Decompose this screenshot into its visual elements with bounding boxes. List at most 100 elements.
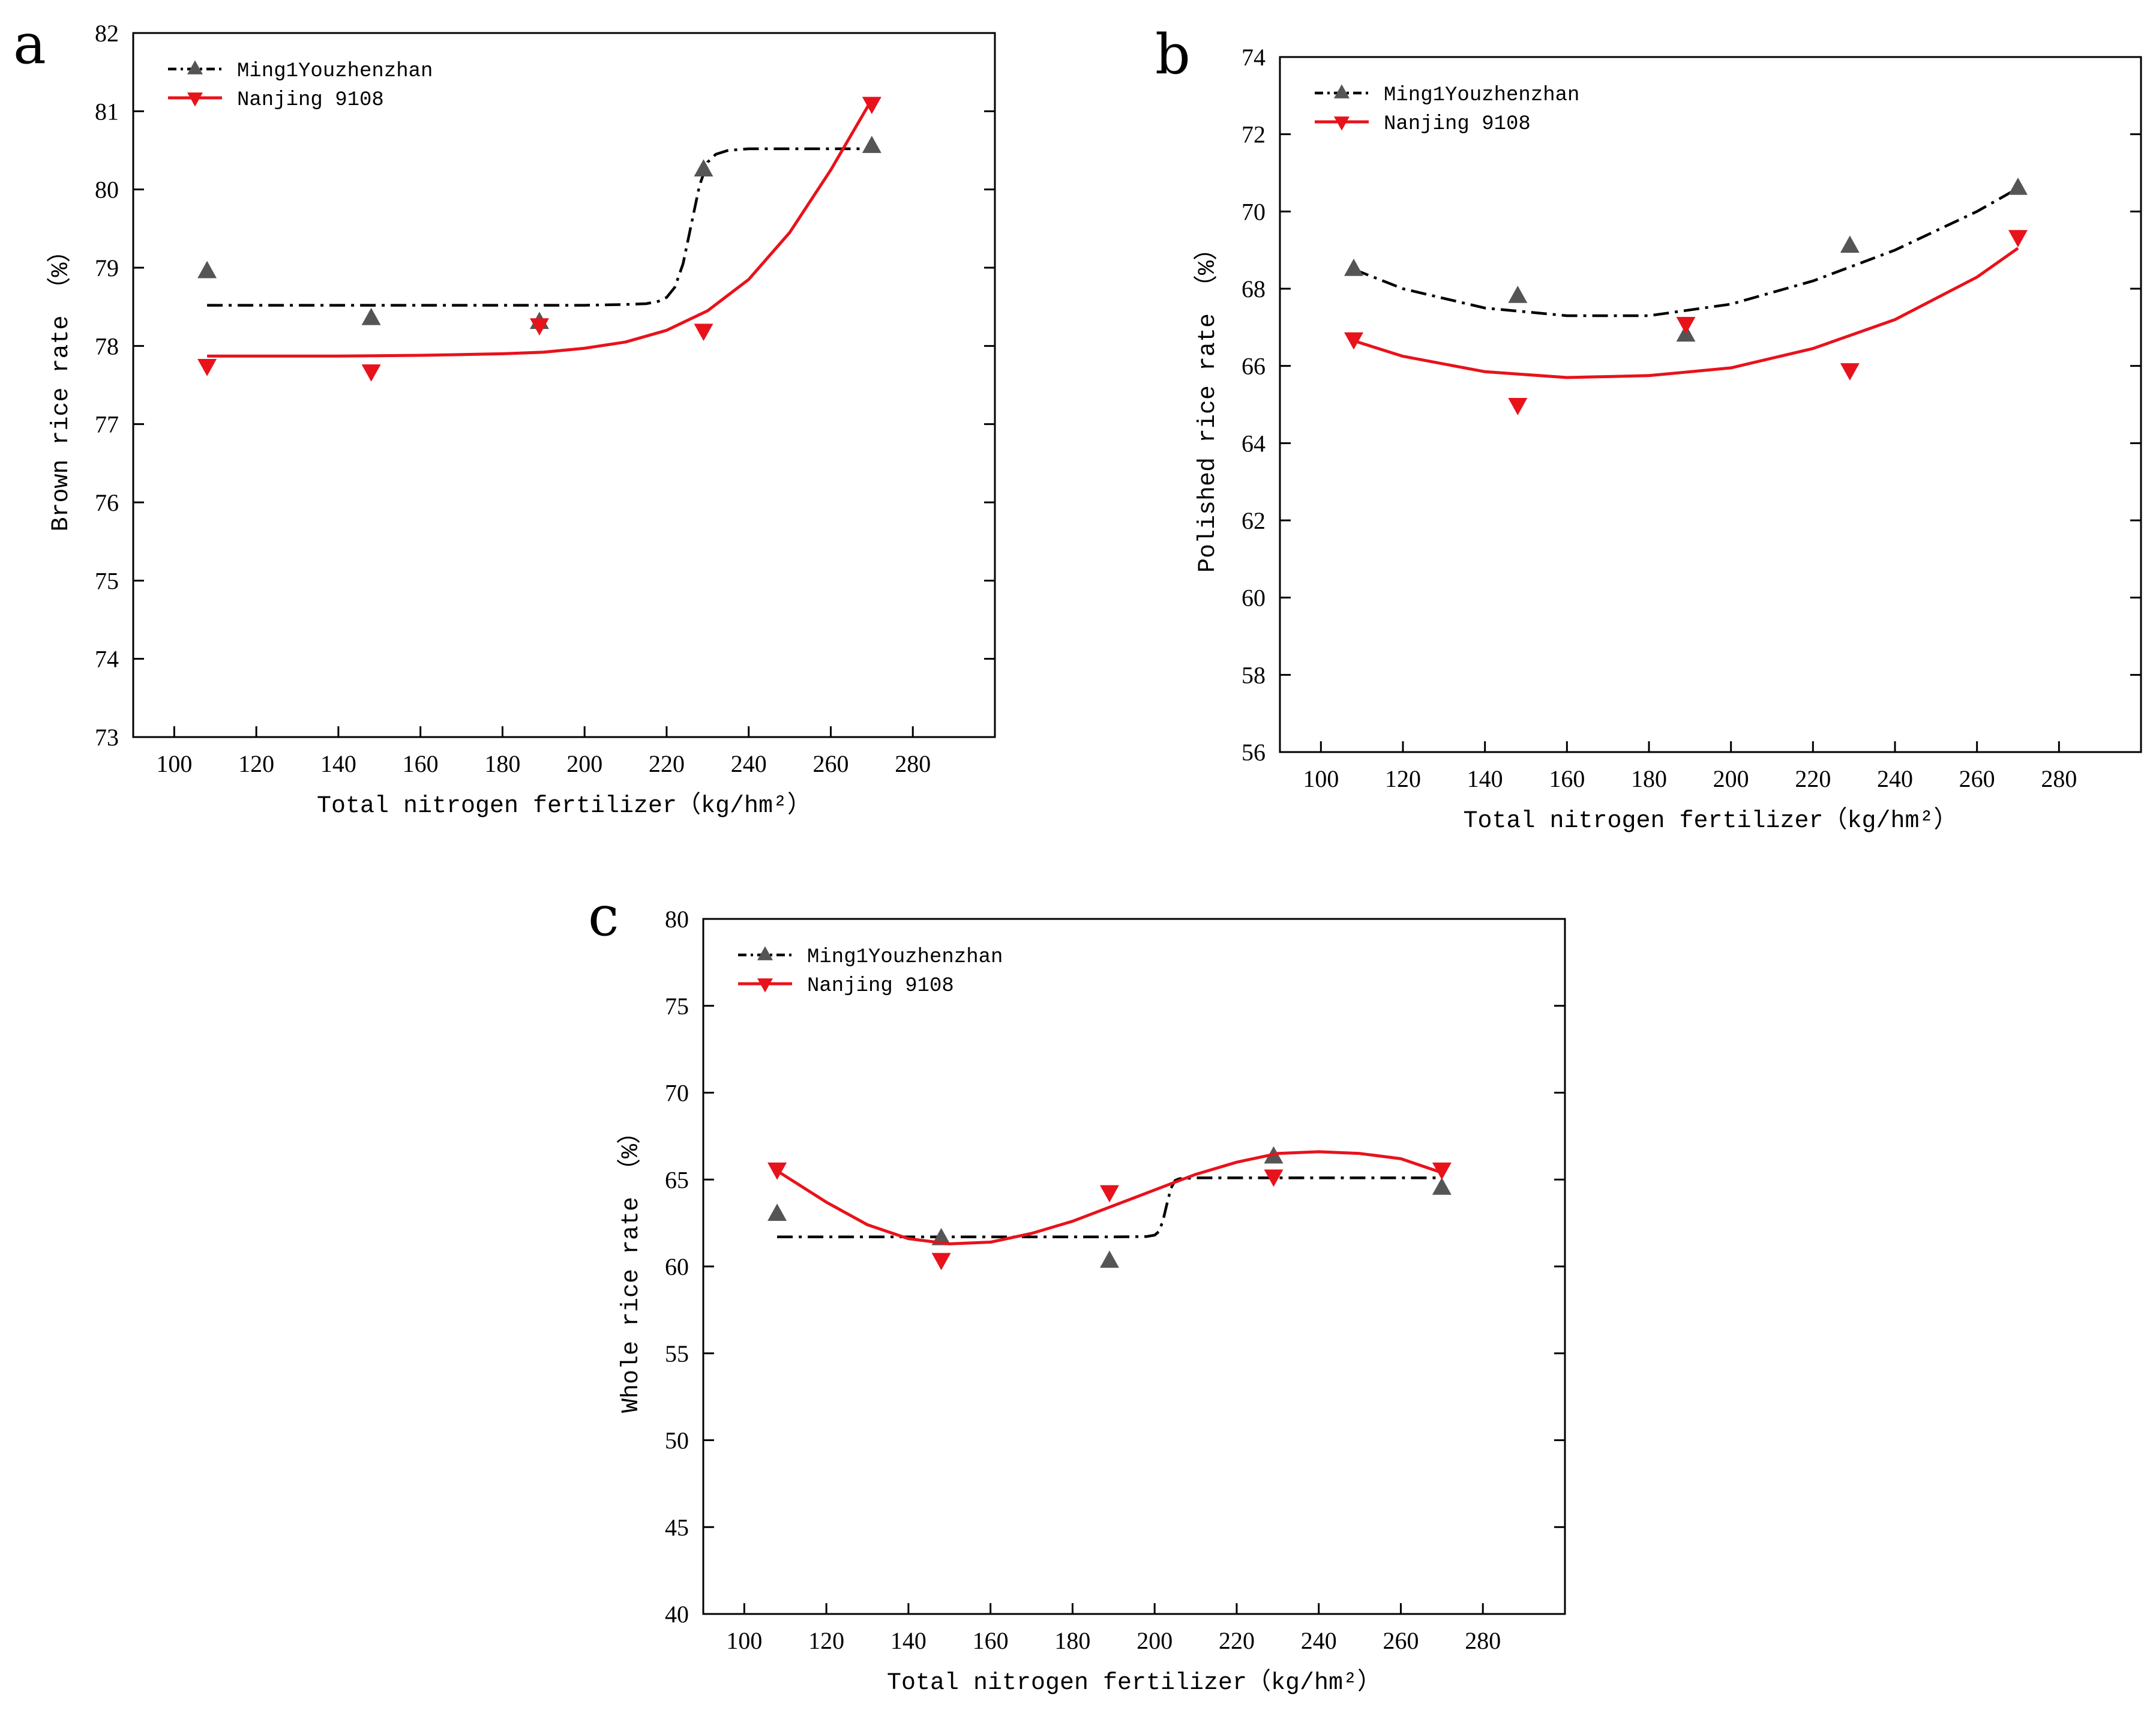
plot-frame: [702, 918, 1566, 1615]
y-tick-label: 64: [1242, 430, 1266, 457]
data-point-nanjing-9108: [2008, 230, 2028, 248]
panel-a: a 73 74 75 76 77 78 79 80 81 82 100 120 140 160 180 200 2…: [13, 12, 996, 820]
y-tick-label: 70: [1242, 198, 1266, 225]
x-tick-label: 120: [1385, 765, 1421, 792]
y-tick-label: 82: [95, 20, 119, 47]
data-point-nanjing-9108: [1840, 363, 1860, 381]
panel-letter: b: [1155, 22, 1191, 86]
legend-marker: [1334, 116, 1350, 131]
data-point-ming1youzhenzhan: [197, 260, 217, 278]
legend-marker: [187, 92, 203, 107]
legend-label: Nanjing 9108: [1384, 113, 1531, 136]
x-tick-label: 160: [403, 750, 439, 777]
x-tick-label: 100: [156, 750, 192, 777]
x-tick-label: 180: [1631, 765, 1667, 792]
x-tick-label: 280: [1465, 1627, 1501, 1654]
fit-line-nanjing-9108: [207, 98, 874, 358]
y-tick-label: 74: [1242, 44, 1266, 71]
panel-c: c 40 45 50 55 60 65 70 75 80 100 120 140 160 180 200 220…: [588, 884, 1566, 1697]
y-tick-label: 60: [665, 1253, 689, 1280]
x-tick-label: 100: [726, 1627, 762, 1654]
y-tick-label: 70: [665, 1080, 689, 1107]
legend-marker: [757, 978, 773, 993]
x-tick-label: 240: [731, 750, 767, 777]
fit-line-nanjing-9108: [776, 1150, 1443, 1245]
x-tick-label: 140: [1467, 765, 1503, 792]
x-tick-label: 280: [2041, 765, 2077, 792]
y-tick-label: 56: [1242, 739, 1266, 766]
data-point-nanjing-9108: [1099, 1185, 1119, 1203]
x-axis-label: Total nitrogen fertilizer（kg/hm²）: [317, 791, 811, 820]
y-tick-label: 75: [665, 993, 689, 1020]
x-tick-label: 240: [1301, 1627, 1337, 1654]
x-tick-label: 200: [1137, 1627, 1173, 1654]
panel-b: b 56 58 60 62 64 66 68 70 72 74 100 120 140 160 180 200 2…: [1155, 22, 2142, 835]
y-tick-label: 72: [1242, 121, 1266, 148]
fit-line-ming1youzhenzhan: [1353, 187, 2019, 318]
x-tick-label: 260: [812, 750, 848, 777]
y-tick-label: 50: [665, 1427, 689, 1454]
y-tick-label: 78: [95, 333, 119, 360]
legend-marker: [187, 60, 203, 74]
data-point-ming1youzhenzhan: [2008, 177, 2028, 195]
plot-frame: [1279, 56, 2142, 753]
y-tick-label: 62: [1242, 507, 1266, 534]
x-tick-label: 200: [566, 750, 602, 777]
data-point-nanjing-9108: [1344, 332, 1363, 350]
data-point-nanjing-9108: [1432, 1162, 1452, 1180]
x-axis-label: Total nitrogen fertilizer（kg/hm²）: [1463, 806, 1957, 835]
legend-label: Ming1Youzhenzhan: [1384, 84, 1579, 107]
x-tick-label: 220: [1219, 1627, 1255, 1654]
data-point-ming1youzhenzhan: [694, 159, 713, 177]
y-tick-label: 66: [1242, 353, 1266, 380]
x-tick-label: 220: [649, 750, 685, 777]
x-tick-label: 160: [1549, 765, 1585, 792]
fit-line-nanjing-9108: [1353, 247, 2019, 379]
panel-letter: c: [588, 884, 619, 948]
data-point-nanjing-9108: [931, 1253, 951, 1271]
legend-label: Ming1Youzhenzhan: [237, 60, 433, 83]
legend-label: Nanjing 9108: [807, 975, 954, 998]
data-point-nanjing-9108: [529, 318, 549, 336]
data-point-nanjing-9108: [361, 364, 381, 382]
x-tick-label: 120: [238, 750, 274, 777]
plot-frame: [132, 32, 996, 738]
x-tick-label: 260: [1959, 765, 1995, 792]
fit-line-ming1youzhenzhan: [777, 1176, 1442, 1239]
x-axis-label: Total nitrogen fertilizer（kg/hm²）: [887, 1668, 1381, 1697]
x-tick-label: 180: [484, 750, 520, 777]
legend-marker: [757, 946, 773, 960]
y-tick-label: 40: [665, 1601, 689, 1628]
y-tick-label: 81: [95, 98, 119, 125]
y-tick-label: 79: [95, 254, 119, 281]
data-point-ming1youzhenzhan: [1432, 1177, 1452, 1195]
x-tick-label: 140: [890, 1627, 926, 1654]
y-tick-label: 76: [95, 489, 119, 516]
y-tick-label: 73: [95, 724, 119, 751]
x-tick-label: 200: [1713, 765, 1749, 792]
fit-line-ming1youzhenzhan: [207, 147, 872, 307]
y-tick-label: 60: [1242, 585, 1266, 612]
data-point-nanjing-9108: [767, 1162, 787, 1180]
x-tick-label: 280: [895, 750, 931, 777]
data-point-ming1youzhenzhan: [862, 136, 881, 153]
y-tick-label: 74: [95, 646, 119, 673]
y-tick-label: 80: [665, 906, 689, 933]
y-axis-label: Polished rice rate （%）: [1193, 236, 1222, 573]
data-point-ming1youzhenzhan: [1344, 258, 1363, 276]
data-point-nanjing-9108: [1676, 316, 1696, 334]
data-point-ming1youzhenzhan: [1840, 235, 1860, 253]
data-point-nanjing-9108: [694, 324, 713, 342]
data-point-nanjing-9108: [1508, 398, 1528, 415]
legend-label: Ming1Youzhenzhan: [807, 946, 1003, 969]
x-tick-label: 140: [320, 750, 356, 777]
data-point-ming1youzhenzhan: [767, 1203, 787, 1221]
x-tick-label: 160: [973, 1627, 1009, 1654]
legend-marker: [1334, 84, 1350, 98]
x-tick-label: 180: [1054, 1627, 1090, 1654]
y-tick-label: 80: [95, 176, 119, 203]
x-tick-label: 240: [1877, 765, 1913, 792]
y-tick-label: 58: [1242, 661, 1266, 688]
panel-letter: a: [13, 12, 46, 76]
